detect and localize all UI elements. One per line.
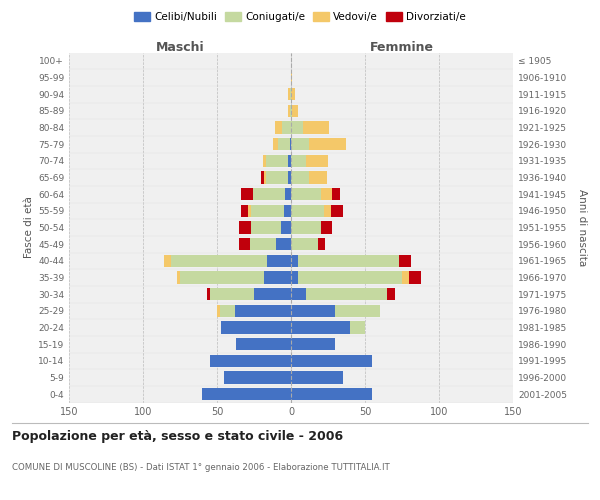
Bar bbox=[266, 172, 288, 184]
Bar bbox=[180, 271, 265, 284]
Bar bbox=[285, 188, 291, 200]
Bar bbox=[202, 388, 291, 400]
Bar bbox=[268, 254, 291, 267]
Bar bbox=[241, 188, 253, 200]
Bar bbox=[291, 371, 343, 384]
Bar bbox=[209, 288, 254, 300]
Bar bbox=[217, 304, 220, 317]
Bar bbox=[387, 288, 395, 300]
Bar bbox=[171, 254, 268, 267]
Legend: Celibi/Nubili, Coniugati/e, Vedovi/e, Divorziati/e: Celibi/Nubili, Coniugati/e, Vedovi/e, Di… bbox=[130, 8, 470, 26]
Bar bbox=[291, 322, 350, 334]
Bar bbox=[291, 204, 323, 217]
Bar bbox=[291, 88, 295, 101]
Bar bbox=[298, 254, 399, 267]
Bar bbox=[253, 188, 285, 200]
Text: Popolazione per età, sesso e stato civile - 2006: Popolazione per età, sesso e stato civil… bbox=[12, 430, 343, 443]
Bar bbox=[291, 354, 373, 367]
Bar bbox=[409, 271, 421, 284]
Text: COMUNE DI MUSCOLINE (BS) - Dati ISTAT 1° gennaio 2006 - Elaborazione TUTTITALIA.: COMUNE DI MUSCOLINE (BS) - Dati ISTAT 1°… bbox=[12, 462, 390, 471]
Bar bbox=[288, 88, 290, 101]
Bar bbox=[206, 288, 209, 300]
Bar bbox=[224, 371, 291, 384]
Bar bbox=[282, 122, 291, 134]
Y-axis label: Fasce di età: Fasce di età bbox=[24, 196, 34, 258]
Bar bbox=[276, 238, 291, 250]
Bar bbox=[291, 138, 309, 150]
Bar bbox=[278, 138, 290, 150]
Bar bbox=[265, 172, 266, 184]
Bar bbox=[241, 204, 248, 217]
Bar bbox=[291, 271, 298, 284]
Bar bbox=[209, 354, 291, 367]
Bar bbox=[292, 104, 298, 117]
Bar bbox=[402, 271, 409, 284]
Bar bbox=[288, 104, 290, 117]
Bar bbox=[290, 88, 291, 101]
Bar bbox=[251, 221, 281, 234]
Bar bbox=[236, 338, 291, 350]
Bar bbox=[298, 271, 402, 284]
Text: Femmine: Femmine bbox=[370, 41, 434, 54]
Bar bbox=[263, 154, 266, 167]
Bar bbox=[291, 238, 317, 250]
Bar bbox=[288, 172, 291, 184]
Bar bbox=[235, 304, 291, 317]
Bar bbox=[239, 238, 250, 250]
Bar bbox=[273, 138, 278, 150]
Bar bbox=[399, 254, 411, 267]
Bar bbox=[291, 188, 320, 200]
Bar bbox=[254, 288, 291, 300]
Bar bbox=[262, 172, 265, 184]
Bar bbox=[290, 138, 291, 150]
Bar bbox=[306, 288, 387, 300]
Bar bbox=[320, 188, 332, 200]
Bar bbox=[291, 288, 306, 300]
Bar bbox=[309, 138, 346, 150]
Text: Maschi: Maschi bbox=[155, 41, 205, 54]
Y-axis label: Anni di nascita: Anni di nascita bbox=[577, 189, 587, 266]
Bar bbox=[323, 204, 331, 217]
Bar bbox=[303, 122, 329, 134]
Bar bbox=[288, 154, 291, 167]
Bar bbox=[291, 221, 320, 234]
Bar bbox=[164, 254, 171, 267]
Bar bbox=[291, 172, 309, 184]
Bar bbox=[350, 322, 365, 334]
Bar bbox=[291, 338, 335, 350]
Bar bbox=[248, 204, 251, 217]
Bar bbox=[251, 204, 284, 217]
Bar bbox=[177, 271, 180, 284]
Bar bbox=[266, 154, 288, 167]
Bar bbox=[331, 204, 343, 217]
Bar bbox=[335, 304, 380, 317]
Bar bbox=[332, 188, 340, 200]
Bar bbox=[291, 72, 292, 84]
Bar bbox=[309, 172, 326, 184]
Bar bbox=[291, 104, 292, 117]
Bar bbox=[275, 122, 282, 134]
Bar bbox=[291, 154, 306, 167]
Bar bbox=[290, 104, 291, 117]
Bar bbox=[284, 204, 291, 217]
Bar bbox=[220, 304, 235, 317]
Bar bbox=[317, 238, 325, 250]
Bar bbox=[291, 122, 303, 134]
Bar bbox=[291, 304, 335, 317]
Bar bbox=[306, 154, 328, 167]
Bar bbox=[320, 221, 332, 234]
Bar bbox=[291, 254, 298, 267]
Bar bbox=[265, 271, 291, 284]
Bar bbox=[281, 221, 291, 234]
Bar bbox=[250, 238, 276, 250]
Bar bbox=[291, 388, 373, 400]
Bar bbox=[239, 221, 251, 234]
Bar bbox=[221, 322, 291, 334]
